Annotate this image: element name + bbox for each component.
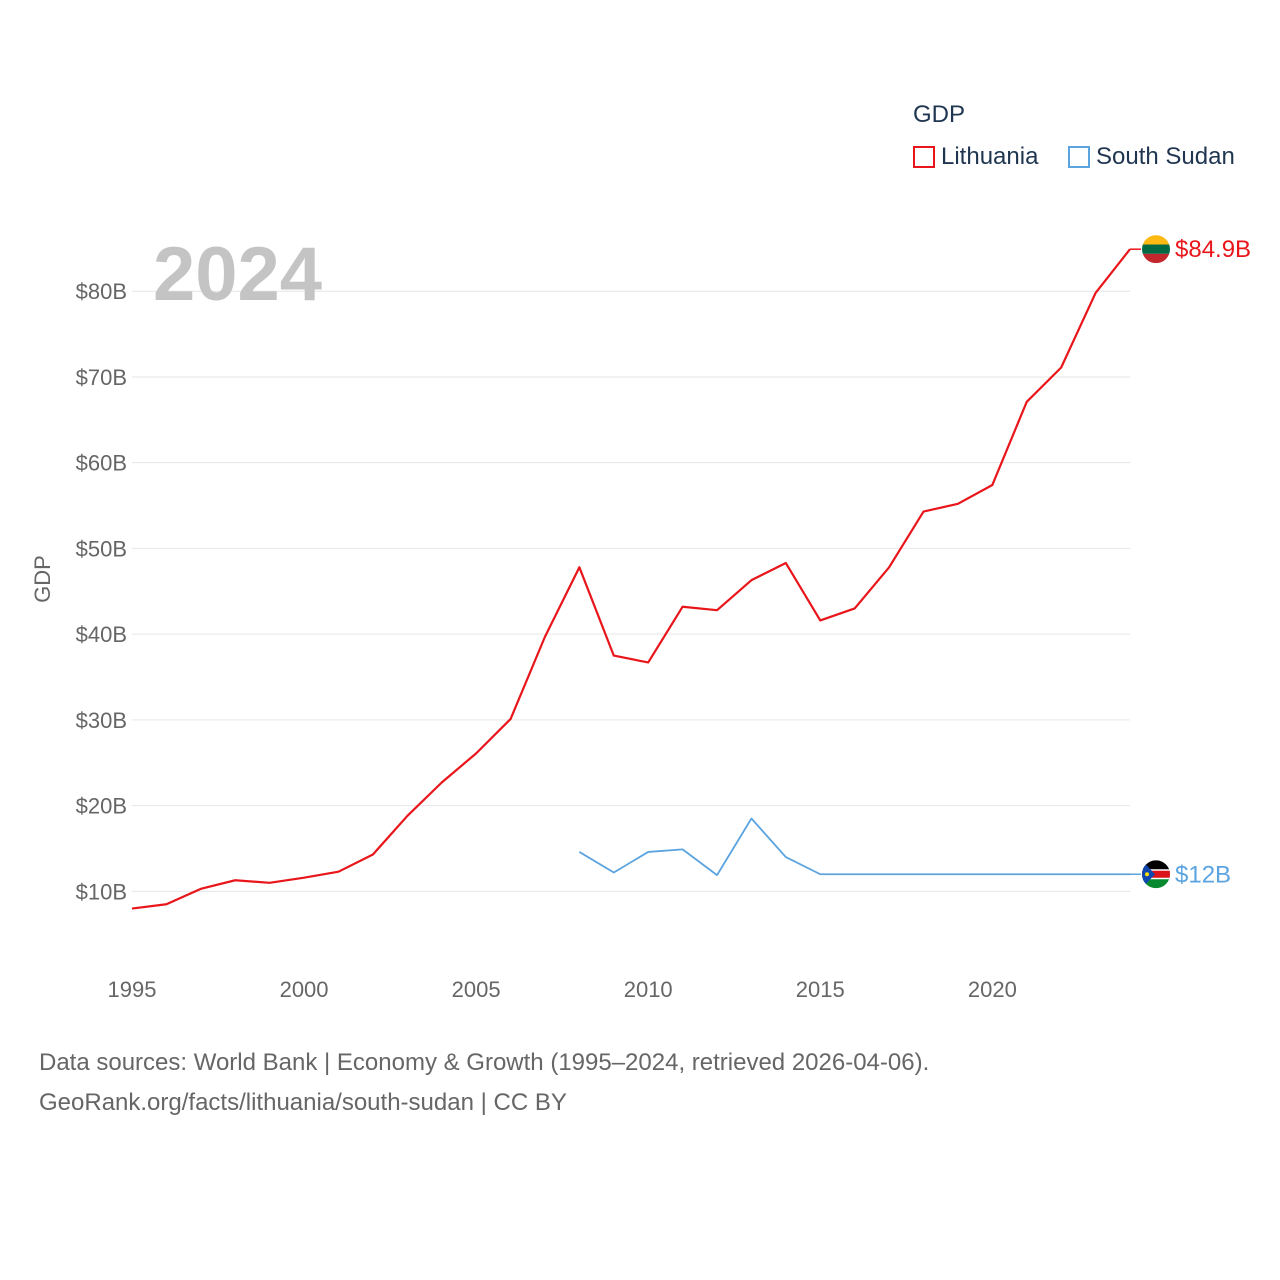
x-tick-label: 2000	[280, 977, 329, 1002]
end-label-lithuania: $84.9B	[1175, 236, 1251, 263]
footer-sources: Data sources: World Bank | Economy & Gro…	[39, 1049, 930, 1076]
footer-link: GeoRank.org/facts/lithuania/south-sudan …	[39, 1089, 567, 1116]
footer: Data sources: World Bank | Economy & Gro…	[39, 1043, 929, 1123]
y-tick-label: $20B	[76, 794, 127, 819]
legend-label-lithuania: Lithuania	[941, 143, 1039, 170]
x-axis-ticks: 1995 2000 2005 2010 2015 2020	[108, 977, 1017, 1002]
x-tick-label: 2015	[796, 977, 845, 1002]
y-tick-label: $10B	[76, 879, 127, 904]
x-tick-label: 2005	[452, 977, 501, 1002]
y-tick-label: $50B	[76, 536, 127, 561]
series-end-labels: $84.9B $12B	[1130, 235, 1251, 889]
legend-swatch-lithuania	[913, 146, 935, 168]
flag-icon-south-sudan	[1142, 860, 1170, 889]
legend-item-south-sudan[interactable]: South Sudan	[1068, 143, 1235, 171]
y-axis-label: GDP	[30, 555, 55, 603]
legend-title: GDP	[913, 101, 966, 128]
y-tick-label: $40B	[76, 622, 127, 647]
x-tick-label: 2020	[968, 977, 1017, 1002]
y-tick-label: $60B	[76, 451, 127, 476]
end-label-south-sudan: $12B	[1175, 861, 1231, 888]
legend-swatch-south-sudan	[1068, 146, 1090, 168]
y-tick-label: $80B	[76, 279, 127, 304]
flag-icon-lithuania	[1142, 235, 1170, 264]
y-axis-ticks: $10B $20B $30B $40B $50B $60B $70B $80B	[76, 279, 127, 904]
series-lines	[131, 248, 1131, 910]
year-label: 2024	[153, 232, 322, 317]
legend-label-south-sudan: South Sudan	[1096, 143, 1235, 170]
x-tick-label: 2010	[624, 977, 673, 1002]
series-line-lithuania[interactable]	[131, 248, 1131, 910]
y-tick-label: $30B	[76, 708, 127, 733]
y-tick-label: $70B	[76, 365, 127, 390]
grid-lines	[132, 290, 1130, 892]
legend-item-lithuania[interactable]: Lithuania	[913, 143, 1038, 171]
series-line-south-sudan[interactable]	[578, 817, 1130, 877]
x-tick-label: 1995	[108, 977, 157, 1002]
